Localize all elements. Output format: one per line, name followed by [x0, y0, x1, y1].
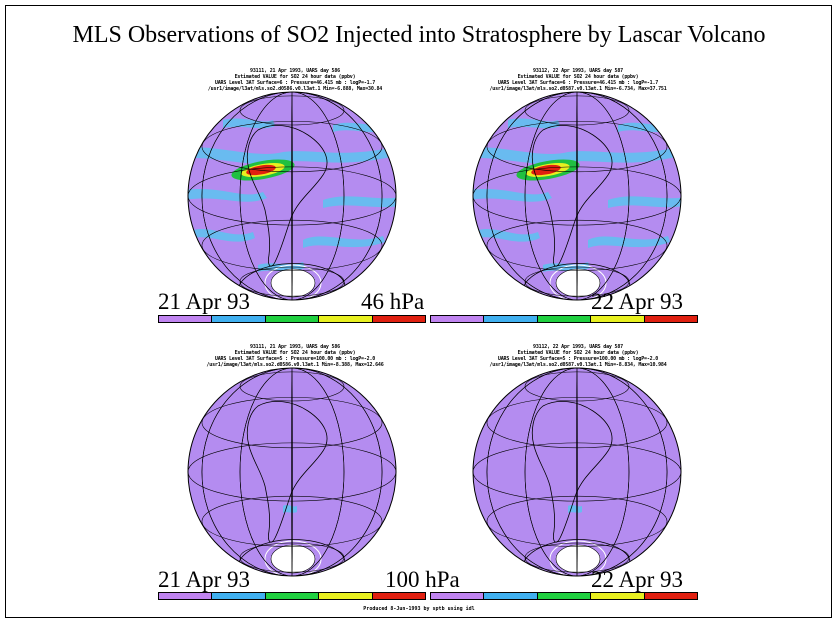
colorbar-segment: [537, 316, 592, 322]
header-line: Estimated VALUE for SO2 24 hour data (pp…: [234, 350, 356, 356]
globe-map-br: [472, 367, 682, 577]
colorbar-tl: [158, 315, 426, 323]
colorbar-segment: [372, 316, 426, 322]
colorbar-segment: [484, 593, 538, 599]
colorbar-segment: [319, 593, 373, 599]
globe-map-bl: [187, 367, 397, 577]
colorbar-segment: [644, 316, 698, 322]
colorbar-segment: [431, 593, 485, 599]
header-line: Estimated VALUE for SO2 24 hour data (pp…: [234, 74, 356, 80]
panel-header-tr: 93112, 22 Apr 1993, UARS day 587 Estimat…: [448, 68, 708, 92]
colorbar-segment: [591, 593, 645, 599]
colorbar-segment: [265, 593, 320, 599]
header-line: UARS Level 3AT Surface=5 : Pressure=100.…: [497, 356, 659, 362]
colorbar-segment: [537, 593, 592, 599]
header-line: /usr1/image/l3at/mls.so2.d0586.v0.l3at.1…: [207, 86, 383, 92]
date-label-bl: 21 Apr 93: [158, 567, 250, 592]
colorbar-segment: [431, 316, 485, 322]
colorbar-segment: [591, 316, 645, 322]
header-line: /usr1/image/l3at/mls.so2.d0587.v0.l3at.1…: [489, 86, 667, 92]
header-line: Estimated VALUE for SO2 24 hour data (pp…: [517, 74, 639, 80]
pressure-label-top: 46 hPa: [361, 289, 425, 314]
colorbar-segment: [212, 593, 266, 599]
colorbar-segment: [159, 316, 213, 322]
header-line: 93111, 21 Apr 1993, UARS day 586: [250, 344, 340, 350]
figure-frame: [5, 5, 832, 618]
header-line: 93112, 22 Apr 1993, UARS day 587: [533, 68, 623, 74]
panel-header-br: 93112, 22 Apr 1993, UARS day 587 Estimat…: [448, 344, 708, 368]
header-line: /usr1/image/l3at/mls.so2.d0587.v0.l3at.1…: [489, 362, 667, 368]
header-line: 93111, 21 Apr 1993, UARS day 586: [250, 68, 340, 74]
colorbar-tr: [430, 315, 698, 323]
colorbar-segment: [159, 593, 213, 599]
figure-title: MLS Observations of SO2 Injected into St…: [72, 22, 766, 48]
header-line: UARS Level 3AT Surface=5 : Pressure=100.…: [214, 356, 376, 362]
date-label-br: 22 Apr 93: [591, 567, 683, 592]
header-line: Estimated VALUE for SO2 24 hour data (pp…: [517, 350, 639, 356]
date-label-tr: 22 Apr 93: [591, 289, 683, 314]
colorbar-bl: [158, 592, 426, 600]
date-label-tl: 21 Apr 93: [158, 289, 250, 314]
header-line: 93112, 22 Apr 1993, UARS day 587: [533, 344, 623, 350]
header-line: UARS Level 3AT Surface=6 : Pressure=46.4…: [497, 80, 659, 86]
production-footer: Produced 8-Jun-1993 by sptb using idl: [363, 606, 475, 612]
panel-header-tl: 93111, 21 Apr 1993, UARS day 586 Estimat…: [165, 68, 425, 92]
panel-header-bl: 93111, 21 Apr 1993, UARS day 586 Estimat…: [165, 344, 425, 368]
header-line: UARS Level 3AT Surface=6 : Pressure=46.4…: [214, 80, 376, 86]
colorbar-segment: [265, 316, 320, 322]
globe-map-tr: [472, 91, 682, 301]
header-line: /usr1/image/l3at/mls.so2.d0586.v0.l3at.1…: [206, 362, 384, 368]
colorbar-br: [430, 592, 698, 600]
colorbar-segment: [644, 593, 698, 599]
globe-map-tl: [187, 91, 397, 301]
colorbar-segment: [319, 316, 373, 322]
colorbar-segment: [212, 316, 266, 322]
colorbar-segment: [372, 593, 426, 599]
pressure-label-bottom: 100 hPa: [385, 567, 460, 592]
colorbar-segment: [484, 316, 538, 322]
